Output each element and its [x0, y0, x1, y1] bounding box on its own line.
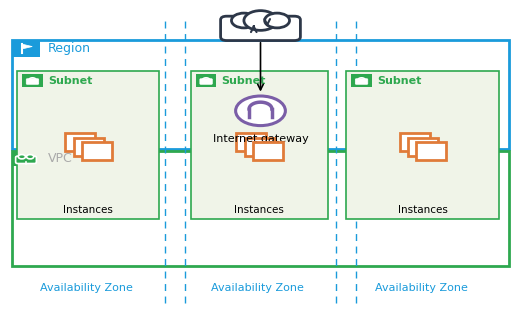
Text: VPC: VPC — [48, 152, 73, 165]
FancyBboxPatch shape — [196, 74, 216, 87]
FancyBboxPatch shape — [416, 142, 446, 160]
Circle shape — [18, 155, 26, 159]
Circle shape — [231, 13, 256, 28]
FancyBboxPatch shape — [12, 40, 509, 149]
Text: Availability Zone: Availability Zone — [41, 283, 133, 293]
Text: Subnet: Subnet — [377, 76, 421, 86]
FancyBboxPatch shape — [245, 138, 275, 156]
FancyBboxPatch shape — [351, 74, 372, 87]
Circle shape — [27, 155, 34, 159]
Circle shape — [265, 13, 290, 28]
Circle shape — [244, 11, 277, 30]
Polygon shape — [22, 44, 32, 49]
FancyBboxPatch shape — [191, 71, 328, 219]
Text: Instances: Instances — [234, 205, 284, 215]
FancyBboxPatch shape — [220, 16, 301, 40]
Text: Internet gateway: Internet gateway — [213, 134, 308, 144]
FancyBboxPatch shape — [82, 142, 112, 160]
FancyBboxPatch shape — [253, 142, 283, 160]
FancyBboxPatch shape — [12, 40, 40, 57]
Text: Subnet: Subnet — [48, 76, 92, 86]
FancyBboxPatch shape — [66, 133, 95, 151]
FancyBboxPatch shape — [26, 79, 39, 84]
Text: Instances: Instances — [398, 205, 448, 215]
Text: Availability Zone: Availability Zone — [375, 283, 467, 293]
Circle shape — [235, 96, 286, 126]
FancyBboxPatch shape — [22, 74, 43, 87]
FancyBboxPatch shape — [17, 71, 159, 219]
FancyBboxPatch shape — [12, 151, 509, 267]
Text: Availability Zone: Availability Zone — [212, 283, 304, 293]
FancyBboxPatch shape — [408, 138, 438, 156]
Text: Region: Region — [48, 42, 91, 55]
FancyBboxPatch shape — [16, 156, 36, 164]
Text: Instances: Instances — [63, 205, 113, 215]
FancyBboxPatch shape — [73, 138, 104, 156]
Text: Subnet: Subnet — [221, 76, 266, 86]
FancyBboxPatch shape — [400, 133, 430, 151]
FancyBboxPatch shape — [355, 79, 368, 84]
FancyBboxPatch shape — [346, 71, 499, 219]
FancyBboxPatch shape — [200, 79, 212, 84]
FancyBboxPatch shape — [12, 151, 40, 166]
FancyBboxPatch shape — [237, 133, 266, 151]
